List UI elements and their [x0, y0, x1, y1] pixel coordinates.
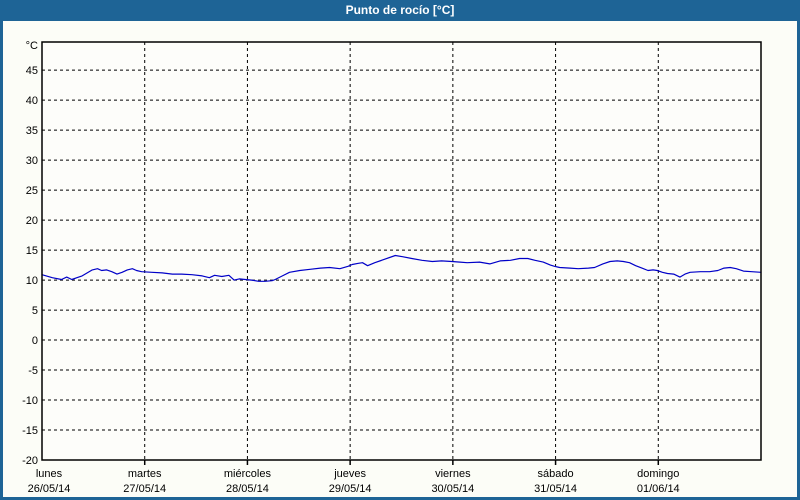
day-name-label: lunes	[36, 468, 63, 480]
day-date-label: 27/05/14	[123, 483, 166, 495]
day-date-label: 26/05/14	[28, 483, 71, 495]
y-axis-unit-label: °C	[26, 40, 38, 52]
chart-area: 45 40 35 30 25 20 15 10 5 0 -5 -10 -15 -20 °C lunes 26/0…	[3, 21, 797, 497]
y-tick-label: -5	[28, 365, 38, 377]
x-ticks	[143, 460, 660, 465]
x-axis-labels: lunes 26/05/14 martes 27/05/14 miércoles 28/0…	[28, 468, 680, 495]
y-tick-label: 20	[26, 215, 38, 227]
x-gridlines	[144, 42, 659, 460]
y-tick-label: 45	[26, 65, 38, 77]
title-bar: Punto de rocío [°C]	[3, 0, 797, 21]
y-tick-label: -10	[22, 395, 38, 407]
day-date-label: 31/05/14	[534, 483, 577, 495]
y-tick-label: 10	[26, 275, 38, 287]
y-tick-label: -20	[22, 455, 38, 467]
day-name-label: domingo	[637, 468, 679, 480]
day-name-label: martes	[128, 468, 162, 480]
y-tick-label: 40	[26, 95, 38, 107]
chart-title: Punto de rocío [°C]	[345, 3, 455, 17]
day-name-label: jueves	[333, 468, 366, 480]
day-name-label: sábado	[538, 468, 574, 480]
day-date-label: 01/06/14	[637, 483, 680, 495]
y-tick-label: -15	[22, 425, 38, 437]
day-date-label: 29/05/14	[329, 483, 372, 495]
y-tick-label: 35	[26, 125, 38, 137]
y-tick-label: 5	[32, 305, 38, 317]
day-name-label: miércoles	[224, 468, 272, 480]
y-tick-labels: 45 40 35 30 25 20 15 10 5 0 -5 -10 -15 -20	[22, 65, 38, 467]
dew-point-chart: 45 40 35 30 25 20 15 10 5 0 -5 -10 -15 -20 °C lunes 26/0…	[22, 40, 762, 495]
y-tick-label: 25	[26, 185, 38, 197]
plot-border	[41, 41, 762, 461]
y-tick-label: 30	[26, 155, 38, 167]
y-tick-label: 0	[32, 335, 38, 347]
y-tick-label: 15	[26, 245, 38, 257]
day-date-label: 30/05/14	[431, 483, 474, 495]
dew-point-line	[41, 254, 762, 282]
day-date-label: 28/05/14	[226, 483, 269, 495]
day-name-label: viernes	[435, 468, 471, 480]
plot-background	[42, 42, 761, 460]
